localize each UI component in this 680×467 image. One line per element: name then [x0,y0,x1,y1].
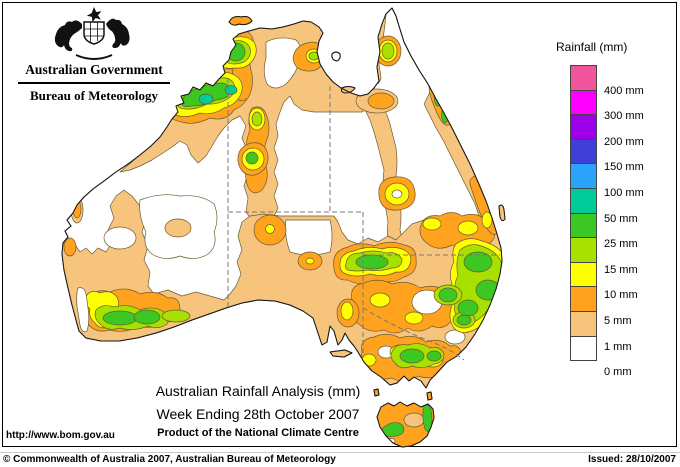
legend-label: 50 mm [604,212,638,225]
shield-quarters [84,22,104,42]
commonwealth-star-icon [86,7,102,23]
legend-swatch [570,65,597,91]
legend-swatch [570,212,597,239]
coat-of-arms-icon [54,7,130,60]
kangaroo-icon [54,20,82,52]
legend-label: 300 mm [604,110,644,123]
issued-date: Issued: 28/10/2007 [588,454,676,465]
legend-label: 200 mm [604,135,644,148]
legend-label: 1 mm [604,340,632,353]
copyright-text: © Commonwealth of Australia 2007, Austra… [3,454,336,465]
legend-label: 100 mm [604,187,644,199]
legend-label: 15 mm [604,263,638,276]
legend-swatch [570,187,597,214]
legend-swatch [570,335,597,362]
coastline [61,7,506,448]
map-subtitle: Week Ending 28th October 2007 [156,406,360,422]
map-frame [2,2,677,447]
legend-swatch [570,89,597,116]
map-title: Australian Rainfall Analysis (mm) [155,383,361,399]
map-product-line: Product of the National Climate Centre [157,427,359,439]
header-divider [18,82,170,84]
shield-icon [83,21,105,45]
legend-swatches [570,65,597,362]
legend-label: 5 mm [604,315,632,327]
legend-label: 150 mm [604,161,644,174]
agency-header: Australian Government Bureau of Meteorol… [8,6,180,104]
scroll-icon [75,54,113,60]
legend-label: 10 mm [604,289,638,302]
footer-divider [0,452,680,453]
contour-50mm [198,85,238,105]
state-borders [227,78,500,361]
legend-label: 400 mm [604,84,644,97]
legend-swatch [570,310,597,337]
bom-url: http://www.bom.gov.au [6,430,115,441]
legend-swatch [570,286,597,312]
legend-swatch [570,138,597,165]
tan-island-in-hole [164,218,192,238]
coastal-zero-strips [76,189,403,444]
legend-label: 25 mm [604,238,638,251]
legend-title: Rainfall (mm) [556,40,628,54]
legend: Rainfall (mm) 400 mm 300 mm 200 mm 150 mm 10… [556,40,680,385]
legend-swatch [570,261,597,288]
emu-icon [106,18,130,48]
legend-swatch [570,114,597,140]
legend-label: 0 mm [604,366,632,379]
legend-swatch [570,163,597,189]
bureau-title: Bureau of Meteorology [29,88,159,103]
legend-swatch [570,237,597,263]
government-title: Australian Government [25,62,163,77]
title-block: Australian Rainfall Analysis (mm) Week E… [88,383,428,439]
